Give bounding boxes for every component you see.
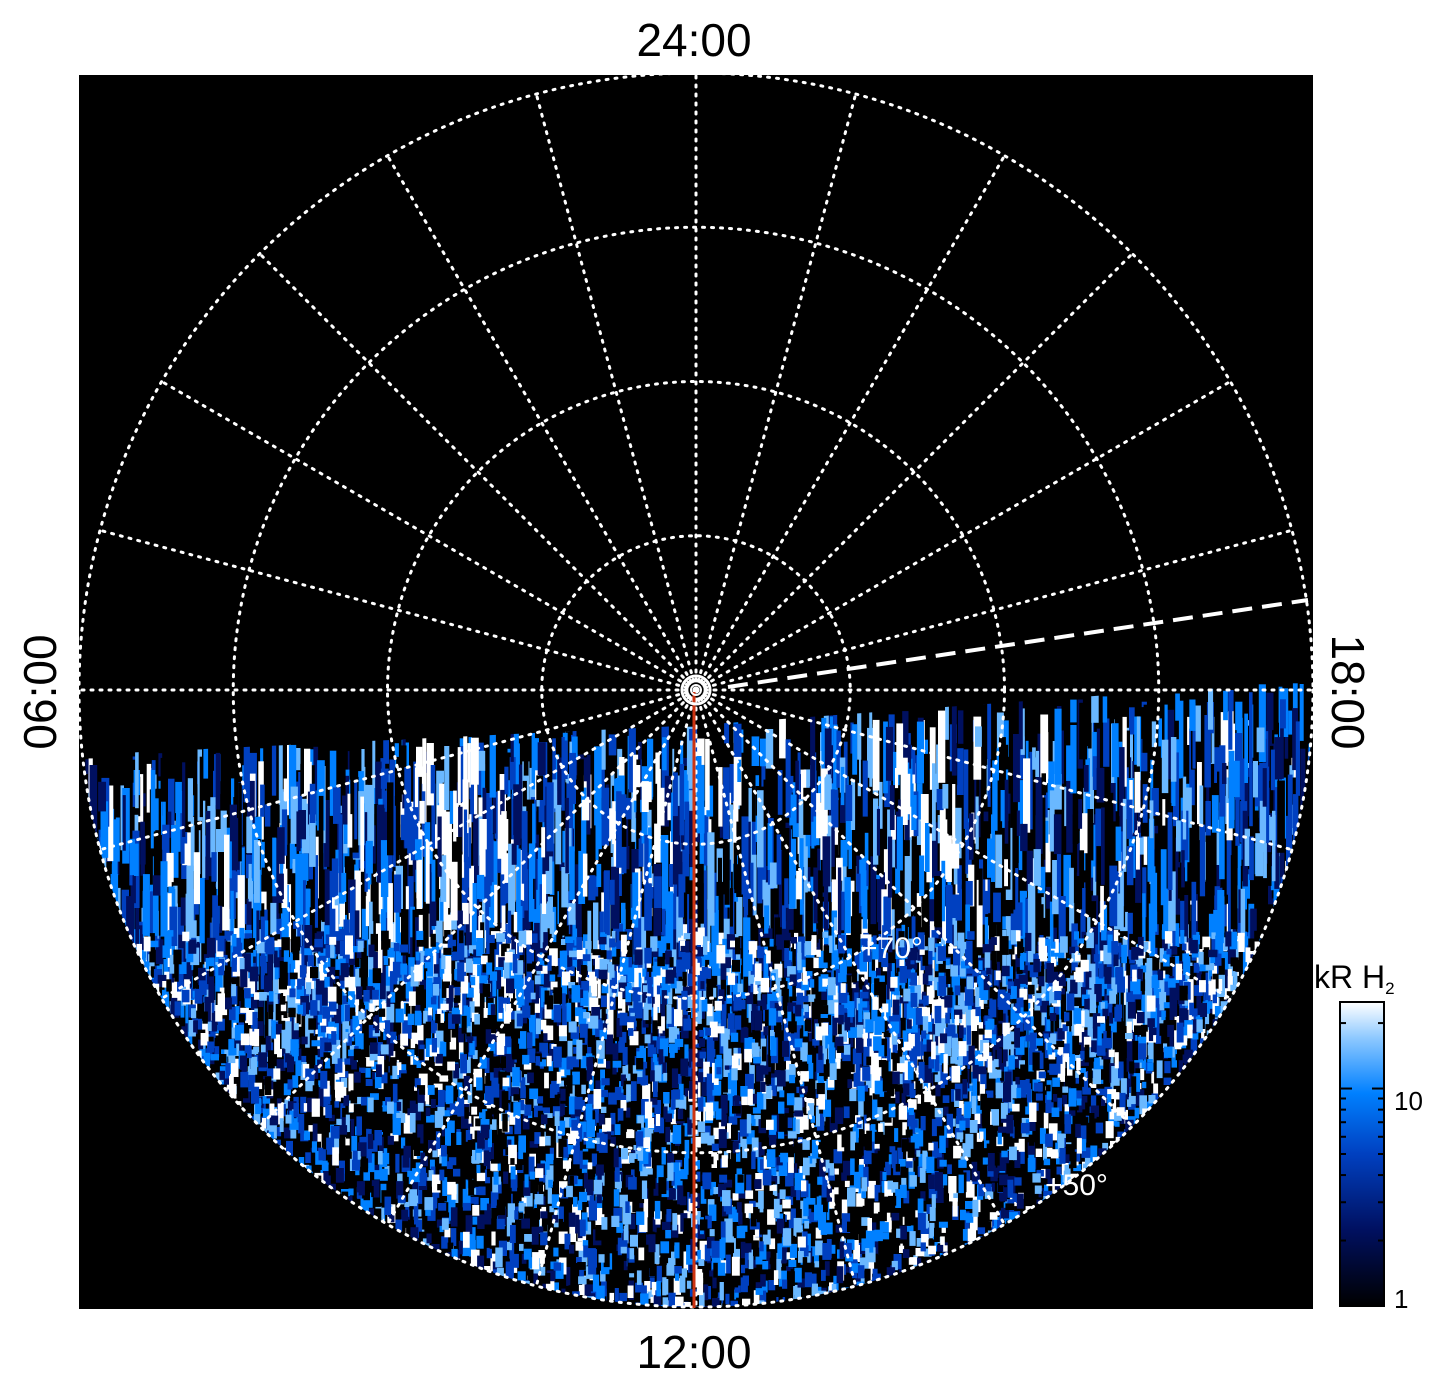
lon-spoke-2 [694,688,1232,1000]
colorbar-ticks [1340,1022,1384,1307]
lon-spoke-11 [98,688,698,852]
colorbar-gradient [1339,1001,1385,1307]
lon-spoke-14 [160,380,698,692]
lat-circle-60 [231,225,1161,1155]
lt-label-left: 06:00 [14,634,66,749]
lon-spoke-8 [386,688,698,1226]
pole-marker-outer [680,674,712,706]
lat-circle-50 [77,71,1315,1309]
lat-lon-grid [77,71,1315,1309]
dashed-reference-line [727,598,1309,689]
colorbar: kR H2 10 1 [1314,959,1423,1314]
lon-spoke-22 [694,380,1232,692]
lat-label-70: +70° [860,932,923,965]
lon-spoke-7 [534,688,698,1288]
colorbar-title: kR H2 [1314,959,1395,998]
lon-spoke-17 [534,92,698,692]
lon-spoke-21 [694,252,1134,692]
colorbar-tick-label-10: 10 [1394,1086,1423,1116]
colorbar-tick-label-1: 1 [1394,1284,1408,1314]
lt-label-right: 18:00 [1322,634,1374,749]
lon-spoke-13 [98,528,698,692]
lon-spoke-23 [694,528,1294,692]
lon-spoke-19 [694,92,858,692]
lt-label-bottom: 12:00 [636,1326,751,1378]
lon-spoke-5 [694,688,858,1288]
lon-spoke-1 [694,688,1294,852]
lon-spoke-16 [386,154,698,692]
lon-spoke-10 [160,688,698,1000]
lon-spoke-15 [258,252,698,692]
lon-spoke-3 [694,688,1134,1128]
lat-label-50: +50° [1045,1169,1108,1202]
pole-marker-inner [690,684,702,696]
lon-spoke-9 [258,688,698,1128]
lt-label-top: 24:00 [636,14,751,66]
lon-spoke-4 [694,688,1006,1226]
lon-spoke-20 [694,154,1006,692]
